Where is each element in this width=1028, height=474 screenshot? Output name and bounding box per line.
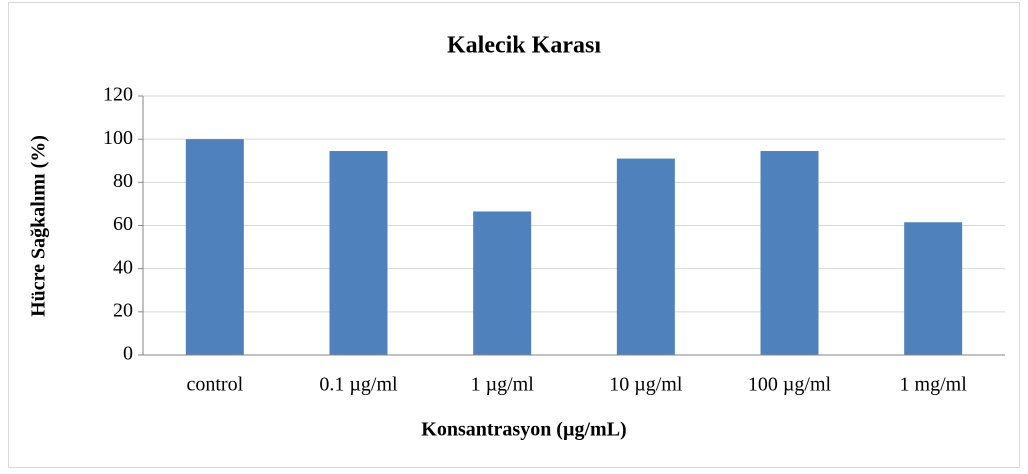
- chart-title: Kalecik Karası: [447, 33, 601, 59]
- x-tick-label: 1 mg/ml: [900, 374, 968, 396]
- bar: [329, 151, 388, 355]
- x-tick-label: 100 µg/ml: [748, 374, 832, 396]
- y-tick-label: 60: [113, 213, 133, 235]
- x-tick-label: 1 µg/ml: [471, 374, 535, 396]
- y-tick-label: 20: [113, 299, 133, 321]
- y-axis-label: Hücre Sağkalımı (%): [28, 135, 50, 317]
- bar: [185, 139, 244, 355]
- y-tick-label: 120: [103, 84, 133, 106]
- bar: [760, 151, 819, 355]
- x-axis-label: Konsantrasyon (µg/mL): [421, 419, 626, 441]
- bar: [473, 211, 532, 355]
- y-tick-label: 0: [123, 343, 133, 365]
- bar: [616, 158, 675, 355]
- bar: [904, 222, 963, 355]
- y-tick-label: 40: [113, 256, 133, 278]
- x-tick-label: 0.1 µg/ml: [319, 374, 398, 396]
- y-tick-label: 80: [113, 170, 133, 192]
- x-tick-label: 10 µg/ml: [609, 374, 683, 396]
- x-tick-label: control: [187, 374, 244, 396]
- y-tick-label: 100: [103, 127, 133, 149]
